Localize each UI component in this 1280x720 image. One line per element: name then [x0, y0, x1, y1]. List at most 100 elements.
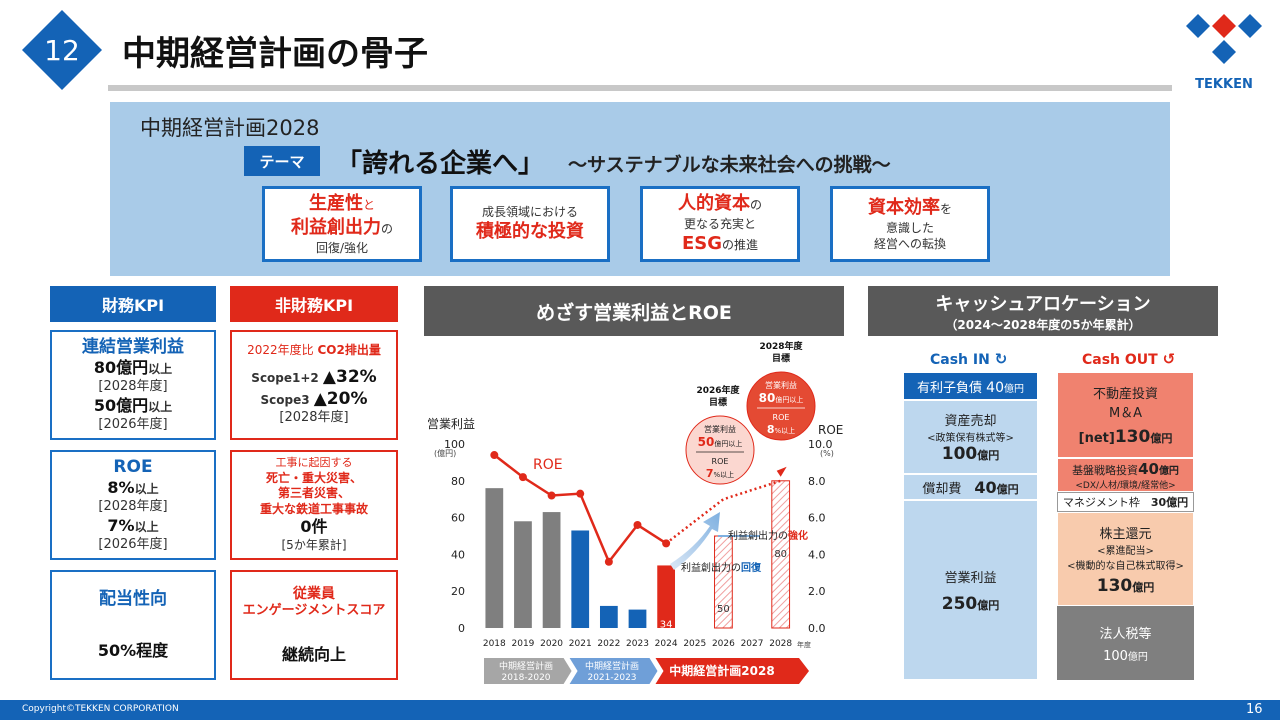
roe-series-label: ROE: [533, 457, 563, 473]
y-axis-unit: (億円): [434, 448, 456, 458]
cash-out-management-frame: マネジメント枠 30億円: [1057, 492, 1194, 512]
period-label: 2018-2020: [501, 673, 550, 683]
theme-main: 「誇れる企業へ」: [336, 149, 545, 179]
bar-2023: [628, 609, 647, 628]
target-year: 2026年度: [696, 384, 740, 396]
y2-tick-label: 6.0: [808, 512, 826, 525]
roe-point: [576, 489, 585, 498]
pillar-human-capital: 人的資本の 更なる充実と ESGの推進: [640, 186, 800, 262]
roe-point: [633, 520, 642, 529]
x-tick-label: 2024: [655, 639, 678, 649]
theme-tag: テーマ: [244, 146, 320, 176]
cash-out-label: Cash OUT ↺: [1082, 350, 1176, 368]
bar-2020: [542, 512, 561, 628]
x-tick-label: 2025: [683, 639, 706, 649]
x-tick-label: 2020: [540, 639, 563, 649]
y-tick-label: 0: [458, 622, 465, 635]
financial-kpi-header: 財務KPI: [50, 286, 216, 322]
y-tick-label: 40: [451, 548, 465, 561]
cash-out-shareholder-return: 株主還元 <累進配当> <機動的な自己株式取得> 130億円: [1057, 512, 1194, 606]
cash-out-strategic-investment: 基盤戦略投資40億円 <DX/人材/環境/経常他>: [1057, 458, 1194, 492]
roe-point: [662, 539, 671, 548]
y-tick-label: 100: [444, 438, 465, 451]
period-label: 中期経営計画: [499, 660, 553, 672]
y-tick-label: 60: [451, 512, 465, 525]
x-tick-label: 2022: [597, 639, 620, 649]
cash-in-label: Cash IN ↻: [930, 350, 1008, 368]
target-roe-title: ROE: [773, 413, 790, 422]
cash-out-real-estate: 不動産投資 M＆A [net]130億円: [1057, 372, 1194, 458]
period-2028: [655, 658, 809, 684]
plan-name: 中期経営計画2028: [140, 116, 320, 140]
cash-allocation-header: キャッシュアロケーション （2024～2028年度の5か年累計）: [868, 286, 1218, 336]
period-label: 2021-2023: [587, 673, 636, 683]
cash-in-asset-sale: 資産売却 <政策保有株式等> 100億円: [903, 400, 1038, 474]
pillar-productivity: 生産性と 利益創出力の 回復/強化: [262, 186, 422, 262]
chart-header: めざす営業利益とROE: [424, 286, 844, 336]
nonfinancial-kpi-header: 非財務KPI: [230, 286, 398, 322]
x-tick-label: 2021: [569, 639, 592, 649]
growth-arrow-recover: [670, 512, 720, 570]
roe-arrow-head: [776, 466, 787, 477]
target-roe-value: 8%以上: [767, 423, 795, 436]
pillar-capital-efficiency: 資本効率を 意識した 経営への転換: [830, 186, 990, 262]
bar-2021: [571, 530, 590, 628]
annotation-recover: 利益創出力の回復: [681, 561, 762, 574]
target-label: 目標: [709, 396, 727, 408]
cash-out-taxes: 法人税等 100億円: [1057, 606, 1194, 680]
x-tick-label: 2026: [712, 639, 735, 649]
annotation-strengthen: 利益創出力の強化: [728, 529, 808, 542]
kpi-payout-ratio: 配当性向 50%程度: [50, 570, 216, 680]
profit-roe-chart: 営業利益 (億円) ROE (%) 0 20 40 60 80 100 0.0 2.0 4.0 6.0 8.…: [427, 340, 843, 684]
cash-in-operating-profit: 営業利益 250億円: [903, 500, 1038, 680]
target-roe-value: 7%以上: [706, 467, 734, 480]
cash-in-cycle-icon: ↻: [994, 350, 1008, 368]
kpi-safety: 工事に起因する 死亡・重大災害、 第三者災害、 重大な鉄道工事事故 0件 [5か…: [230, 450, 398, 560]
page-number: 16: [1246, 702, 1263, 717]
y2-tick-label: 0.0: [808, 622, 826, 635]
kpi-co2: 2022年度比 CO2排出量 Scope1+2 ▲32% Scope3 ▲20%…: [230, 330, 398, 440]
cash-out-cycle-icon: ↺: [1162, 350, 1176, 368]
x-tick-label: 2019: [512, 639, 535, 649]
x-tick-label: 2023: [626, 639, 649, 649]
roe-point: [604, 557, 613, 566]
tekken-logo: TEKKEN: [1186, 14, 1262, 92]
pillar-growth-investment: 成長領域における 積極的な投資: [450, 186, 610, 262]
y2-tick-label: 4.0: [808, 548, 826, 561]
section-number-badge: 12: [22, 10, 102, 90]
theme-subtitle: ～サステナブルな未来社会への挑戦～: [568, 154, 891, 176]
x-tick-label: 2027: [741, 639, 764, 649]
bar-2019: [514, 521, 532, 628]
kpi-engagement: 従業員 エンゲージメントスコア 継続向上: [230, 570, 398, 680]
y-axis-label: 営業利益: [427, 417, 475, 431]
target-bubble: [685, 415, 755, 485]
kpi-operating-profit: 連結営業利益 80億円以上 [2028年度] 50億円以上 [2026年度]: [50, 330, 216, 440]
y2-axis-label: ROE: [818, 423, 843, 437]
y2-tick-label: 2.0: [808, 585, 826, 598]
x-axis-unit: 年度: [797, 640, 811, 649]
y-tick-label: 20: [451, 585, 465, 598]
section-number: 12: [44, 34, 80, 67]
bar-2024: [657, 565, 676, 628]
y2-tick-label: 8.0: [808, 475, 826, 488]
bar-2018: [485, 488, 504, 628]
bar-value-label: 80: [774, 549, 787, 560]
copyright: Copyright©TEKKEN CORPORATION: [22, 704, 179, 714]
period-2018-2020: [484, 658, 572, 684]
target-op-title: 営業利益: [765, 380, 797, 390]
x-tick-label: 2018: [483, 639, 506, 649]
target-roe-title: ROE: [712, 457, 729, 466]
target-op-value: 80億円以上: [759, 391, 804, 405]
target-op-value: 50億円以上: [698, 435, 743, 449]
bar-2028: [771, 480, 791, 629]
target-op-title: 営業利益: [704, 424, 736, 434]
roe-point: [547, 491, 556, 500]
y2-axis-unit: (%): [820, 449, 834, 458]
period-label: 中期経営計画: [585, 660, 639, 672]
page-title: 中期経営計画の骨子: [122, 34, 428, 74]
logo-text: TEKKEN: [1195, 77, 1253, 92]
y-tick-label: 80: [451, 475, 465, 488]
period-2021-2023: [569, 658, 658, 684]
kpi-roe: ROE 8%以上 [2028年度] 7%以上 [2026年度]: [50, 450, 216, 560]
target-label: 目標: [772, 352, 790, 364]
